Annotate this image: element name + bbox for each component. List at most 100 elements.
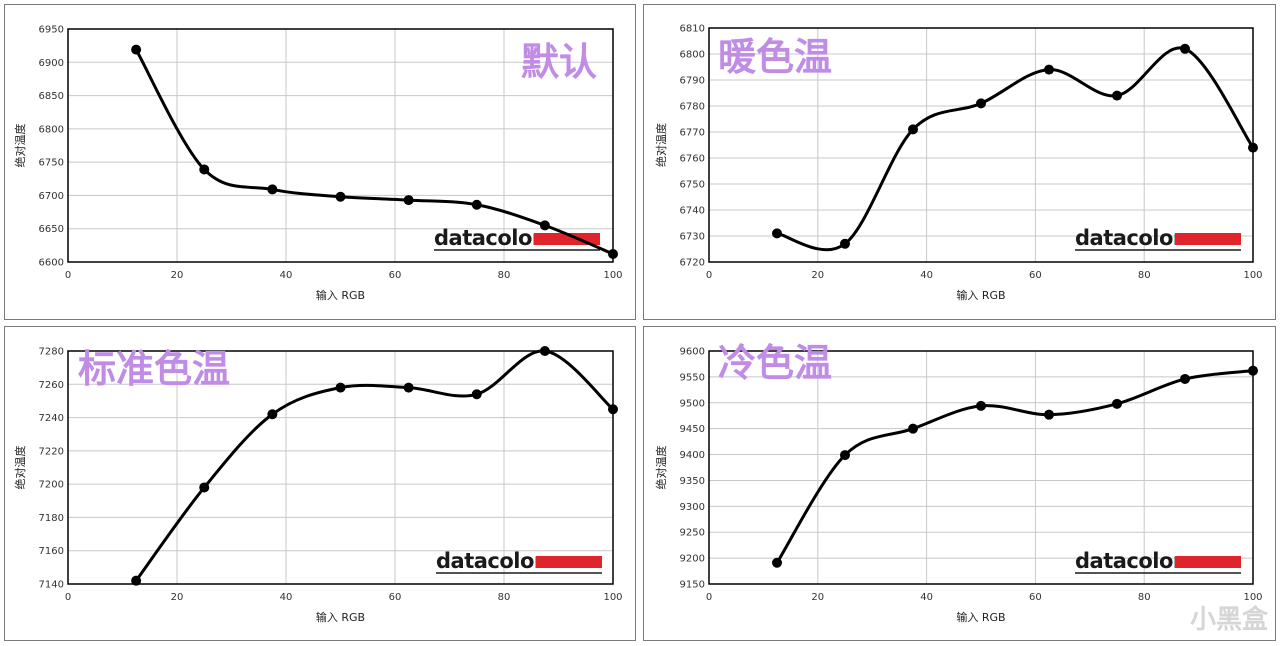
y-tick-label: 6650 bbox=[39, 224, 64, 235]
y-tick-label: 6800 bbox=[39, 124, 64, 135]
y-axis-label: 绝对温度 bbox=[13, 446, 27, 490]
data-point bbox=[1248, 142, 1258, 153]
data-point bbox=[908, 423, 918, 434]
y-tick-label: 9450 bbox=[680, 424, 705, 435]
x-tick-label: 60 bbox=[389, 592, 402, 603]
y-tick-label: 7160 bbox=[39, 546, 64, 557]
x-tick-label: 100 bbox=[603, 592, 622, 603]
y-tick-label: 9600 bbox=[680, 347, 705, 358]
data-point bbox=[539, 346, 550, 356]
x-tick-label: 60 bbox=[389, 270, 402, 281]
data-point bbox=[471, 389, 482, 400]
y-tick-label: 6720 bbox=[680, 258, 705, 269]
data-point bbox=[403, 382, 414, 393]
y-tick-label: 9500 bbox=[680, 398, 705, 409]
y-tick-label: 7260 bbox=[39, 380, 64, 391]
y-tick-label: 9550 bbox=[680, 372, 705, 383]
x-tick-label: 100 bbox=[1243, 592, 1262, 603]
chart-title: 暖色温 bbox=[718, 35, 832, 79]
y-tick-label: 6770 bbox=[680, 128, 705, 139]
y-tick-label: 9150 bbox=[680, 580, 705, 591]
y-tick-label: 6740 bbox=[680, 206, 705, 217]
x-tick-label: 60 bbox=[1029, 270, 1042, 281]
x-tick-label: 80 bbox=[498, 270, 511, 281]
chart-title: 冷色温 bbox=[718, 341, 832, 385]
data-point bbox=[471, 199, 482, 210]
data-point bbox=[772, 228, 782, 239]
data-point bbox=[840, 450, 850, 461]
x-tick-label: 80 bbox=[1138, 270, 1151, 281]
data-point bbox=[131, 44, 142, 55]
datacolor-logo-text: datacolor bbox=[1075, 549, 1184, 573]
y-tick-label: 6730 bbox=[680, 232, 705, 243]
y-tick-label: 9350 bbox=[680, 476, 705, 487]
y-tick-label: 6700 bbox=[39, 191, 64, 202]
y-tick-label: 6810 bbox=[680, 24, 705, 35]
x-tick-label: 40 bbox=[280, 270, 293, 281]
y-axis-label: 绝对温度 bbox=[13, 124, 27, 168]
data-point bbox=[199, 164, 210, 175]
y-tick-label: 7220 bbox=[39, 446, 64, 457]
plot-frame bbox=[67, 28, 614, 263]
x-tick-label: 40 bbox=[280, 592, 293, 603]
x-axis-label: 输入 RGB bbox=[316, 288, 365, 302]
x-tick-label: 20 bbox=[811, 270, 824, 281]
datacolor-logo-bar bbox=[536, 556, 602, 568]
x-tick-label: 0 bbox=[706, 592, 712, 603]
data-point bbox=[608, 249, 618, 260]
data-point bbox=[772, 557, 782, 568]
data-point bbox=[335, 382, 346, 393]
chart-1: 0 20 40 60 80 100 6720 6730 6740 6750 6760 6770 6780… bbox=[654, 24, 1263, 303]
x-tick-label: 0 bbox=[65, 592, 71, 603]
x-tick-label: 40 bbox=[920, 592, 933, 603]
data-point bbox=[976, 400, 986, 411]
datacolor-logo-text: datacolor bbox=[1075, 226, 1184, 250]
data-point bbox=[199, 482, 210, 493]
y-axis-label: 绝对温度 bbox=[654, 123, 668, 167]
data-point bbox=[1248, 365, 1258, 376]
y-axis-label: 绝对温度 bbox=[654, 446, 668, 490]
series-line bbox=[776, 46, 1255, 252]
data-point bbox=[908, 124, 918, 135]
y-tick-label: 7280 bbox=[39, 347, 64, 358]
y-tick-label: 6750 bbox=[39, 158, 64, 169]
data-point bbox=[335, 191, 346, 202]
datacolor-logo-bar bbox=[1175, 556, 1241, 568]
data-point bbox=[1044, 64, 1054, 75]
y-tick-label: 7240 bbox=[39, 413, 64, 424]
watermark-text: 小黑盒 bbox=[1189, 605, 1268, 635]
chart-0: 0 20 40 60 80 100 6600 6650 6700 6750 6800 6850 6900… bbox=[13, 25, 623, 303]
x-tick-label: 100 bbox=[603, 270, 622, 281]
y-tick-label: 7140 bbox=[39, 580, 64, 591]
y-tick-label: 6850 bbox=[39, 91, 64, 102]
y-tick-label: 9250 bbox=[680, 528, 705, 539]
y-tick-label: 9300 bbox=[680, 502, 705, 513]
y-tick-label: 7180 bbox=[39, 513, 64, 524]
x-axis-label: 输入 RGB bbox=[956, 610, 1005, 624]
data-point bbox=[1044, 409, 1054, 420]
data-point bbox=[267, 184, 278, 195]
chart-title: 标准色温 bbox=[78, 347, 230, 391]
x-tick-label: 20 bbox=[811, 592, 824, 603]
chart-panel-standard bbox=[4, 326, 636, 641]
y-tick-label: 6760 bbox=[680, 154, 705, 165]
y-tick-label: 9200 bbox=[680, 554, 705, 565]
datacolor-logo-text: datacolor bbox=[436, 549, 545, 573]
series-line bbox=[775, 369, 1254, 564]
y-tick-label: 7200 bbox=[39, 480, 64, 491]
y-tick-label: 6750 bbox=[680, 180, 705, 191]
y-tick-label: 6800 bbox=[680, 50, 705, 61]
y-tick-label: 9400 bbox=[680, 450, 705, 461]
data-point bbox=[267, 409, 278, 420]
y-tick-label: 6900 bbox=[39, 58, 64, 69]
data-point bbox=[1112, 398, 1122, 409]
y-tick-label: 6790 bbox=[680, 76, 705, 87]
chart-2: 0 20 40 60 80 100 7140 7160 7180 7200 7220 7240 7260… bbox=[13, 346, 623, 624]
x-tick-label: 80 bbox=[498, 592, 511, 603]
data-point bbox=[976, 98, 986, 109]
chart-title: 默认 bbox=[521, 40, 597, 84]
data-point bbox=[1180, 43, 1190, 54]
chart-3: 0 20 40 60 80 100 9150 9200 9250 9300 9350 9400 9450… bbox=[654, 341, 1263, 624]
x-tick-label: 0 bbox=[706, 270, 712, 281]
